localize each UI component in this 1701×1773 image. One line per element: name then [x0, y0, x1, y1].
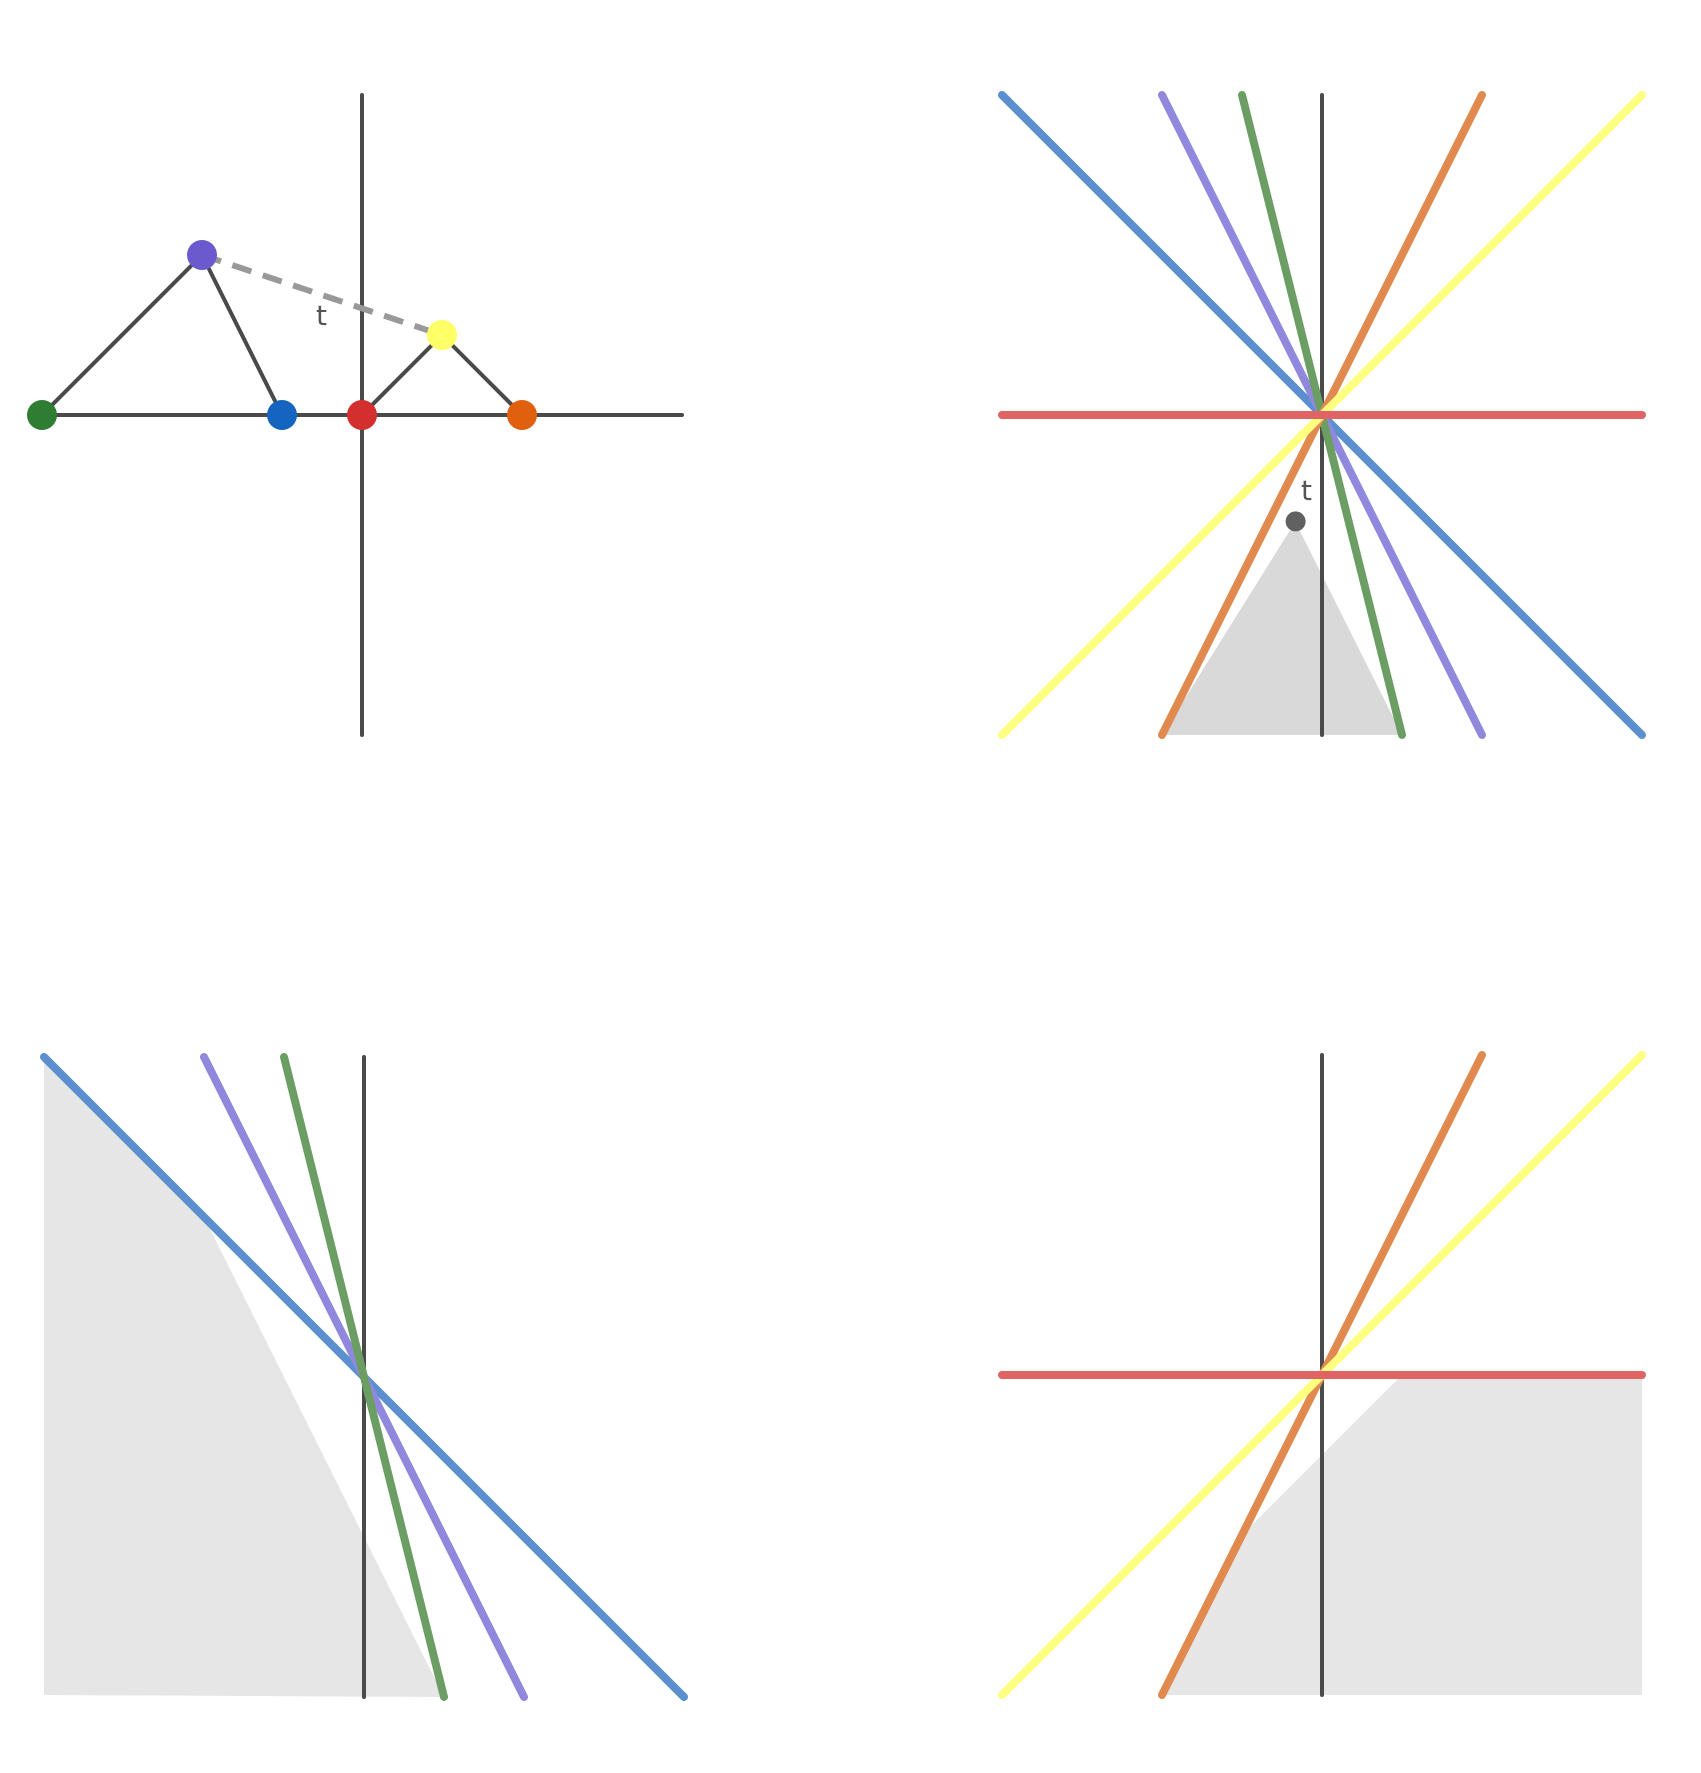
panel2-point-t	[1285, 511, 1306, 532]
panel2-feasible-region	[1162, 521, 1402, 735]
panel-4	[998, 1051, 1646, 1699]
panel-1: t	[27, 93, 684, 737]
blue-point	[267, 400, 297, 430]
panel-3	[40, 1053, 688, 1701]
purple-point	[187, 240, 217, 270]
edge-yellow-orange	[440, 333, 524, 417]
green-line	[280, 1053, 448, 1701]
panel1-dashed-connector	[201, 252, 443, 338]
edge-purple-blue	[200, 253, 284, 417]
orange-point	[507, 400, 537, 430]
green-point	[27, 400, 57, 430]
panel1-label-t: t	[316, 299, 327, 332]
panel1-points	[27, 240, 537, 430]
edge-green-purple	[40, 253, 204, 417]
panel2-label-t: t	[1301, 474, 1312, 507]
panel4-lines	[998, 1051, 1646, 1699]
panel4-region	[1162, 1375, 1642, 1695]
panel3-region	[44, 1057, 444, 1697]
panel3-lines	[40, 1053, 688, 1701]
edge-red-yellow	[360, 333, 444, 417]
red-point	[347, 400, 377, 430]
panel2-lines	[998, 91, 1646, 739]
panel1-edges	[40, 253, 524, 417]
panel-2: t	[998, 91, 1646, 739]
yellow-point	[427, 320, 457, 350]
